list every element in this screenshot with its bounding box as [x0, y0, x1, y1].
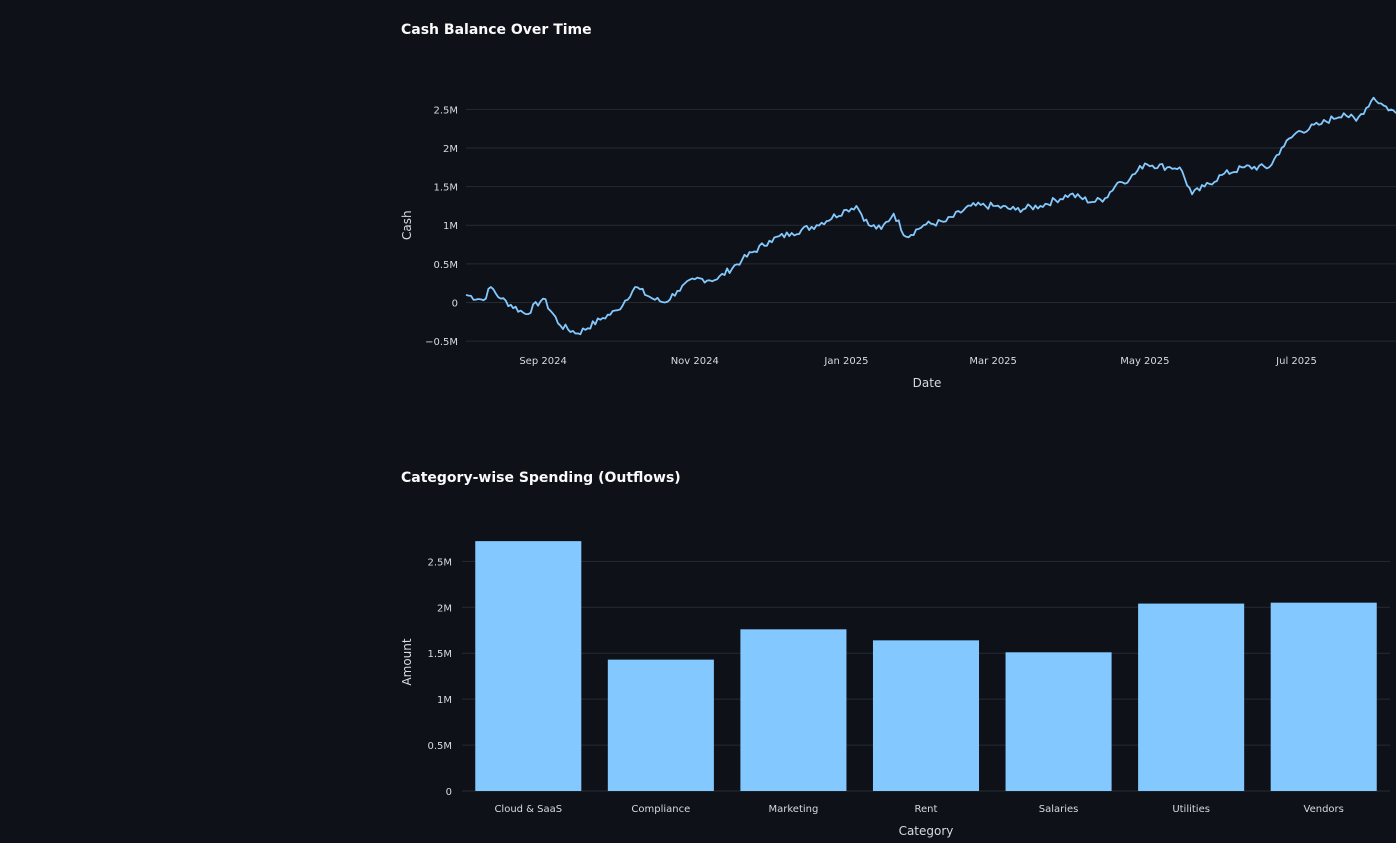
line-chart-y-tick-label: 2.5M: [433, 105, 458, 116]
bar-rent[interactable]: [872, 640, 980, 791]
bar-vendors[interactable]: [1270, 602, 1377, 791]
bar-chart-y-tick-label: 2M: [437, 603, 452, 614]
line-chart-y-tick-label: 1.5M: [433, 183, 458, 194]
bar-chart-y-tick-label: 0.5M: [427, 741, 452, 752]
line-chart-y-tick-label: 2M: [443, 144, 458, 155]
bar-salaries[interactable]: [1005, 652, 1112, 791]
line-chart-x-tick-label: Nov 2024: [671, 356, 719, 367]
line-chart-x-tick-label: Sep 2024: [519, 356, 566, 367]
cash-balance-series-line: [465, 96, 1396, 336]
line-chart-x-tick-label: May 2025: [1120, 356, 1169, 367]
bar-chart-y-tick-label: 2.5M: [427, 557, 452, 568]
bar-chart-x-tick-label: Rent: [915, 804, 938, 815]
line-chart-x-axis-title: Date: [913, 376, 942, 390]
bar-chart-y-axis-title: Amount: [400, 638, 414, 685]
bar-marketing[interactable]: [740, 629, 847, 791]
bar-chart-x-tick-label: Utilities: [1172, 804, 1210, 815]
bar-compliance[interactable]: [607, 659, 714, 791]
line-chart-x-tick-label: Mar 2025: [969, 356, 1017, 367]
bar-chart-y-tick-label: 0: [446, 787, 452, 798]
bar-chart-x-tick-label: Salaries: [1039, 804, 1079, 815]
bar-chart-x-axis-title: Category: [899, 824, 954, 838]
cash-balance-chart-title: Cash Balance Over Time: [401, 22, 592, 38]
line-chart-y-tick-label: 1M: [443, 221, 458, 232]
cash-balance-line-chart[interactable]: −0.5M 0 0.5M 1M 1.5M 2M 2.5M Sep 2024 Nov 2024 Ja…: [0, 0, 1396, 420]
line-chart-x-tick-label: Jan 2025: [823, 356, 868, 367]
bar-chart-x-tick-label: Marketing: [769, 804, 819, 815]
line-chart-y-tick-label: 0.5M: [433, 260, 458, 271]
bar-chart-y-tick-label: 1M: [437, 695, 452, 706]
bar-chart-x-tick-label: Cloud & SaaS: [494, 804, 562, 815]
line-chart-y-tick-label: 0: [452, 299, 458, 310]
line-chart-y-tick-label: −0.5M: [425, 337, 458, 348]
line-chart-y-axis-title: Cash: [400, 210, 414, 240]
bar-cloud-saas[interactable]: [475, 541, 582, 791]
bar-chart-x-tick-label: Compliance: [631, 804, 690, 815]
category-spending-chart-title: Category-wise Spending (Outflows): [401, 470, 681, 486]
line-chart-x-tick-label: Jul 2025: [1275, 356, 1317, 367]
bar-chart-y-tick-label: 1.5M: [427, 649, 452, 660]
bar-chart-x-tick-label: Vendors: [1304, 804, 1344, 815]
bar-utilities[interactable]: [1138, 603, 1245, 791]
